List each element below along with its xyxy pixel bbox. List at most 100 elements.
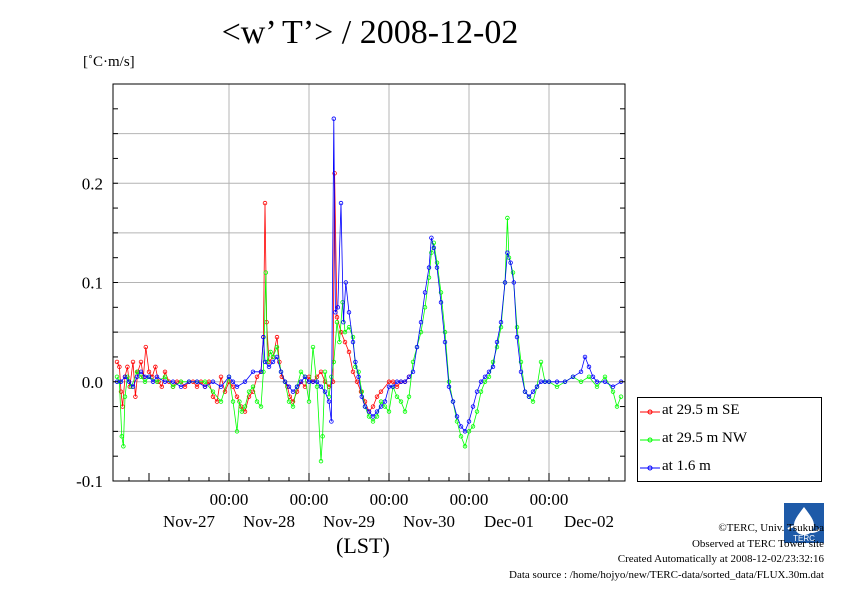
data-point <box>454 414 460 419</box>
data-point <box>350 334 356 340</box>
data-point <box>414 344 420 350</box>
data-point <box>270 359 276 365</box>
data-point <box>142 379 148 384</box>
data-point <box>359 394 364 399</box>
y-tick-label: -0.1 <box>76 472 103 491</box>
data-point <box>250 369 256 375</box>
data-point <box>218 384 224 389</box>
source-text: Data source : /home/hojyo/new/TERC-data/… <box>509 568 824 581</box>
data-point <box>505 215 510 221</box>
data-point <box>470 404 476 409</box>
data-point <box>114 359 120 365</box>
data-point <box>290 389 296 394</box>
data-point <box>406 374 412 379</box>
data-point <box>374 394 380 399</box>
data-point <box>118 389 124 394</box>
legend-swatch-1-6m <box>640 465 660 471</box>
data-point <box>121 444 126 449</box>
data-point <box>117 364 122 370</box>
data-point <box>538 359 544 365</box>
data-point <box>226 374 232 379</box>
data-point <box>210 394 216 399</box>
data-point <box>306 399 312 404</box>
data-point <box>522 389 528 394</box>
data-point <box>282 379 288 384</box>
data-point <box>125 374 130 379</box>
data-point <box>546 379 552 384</box>
data-point <box>602 374 608 379</box>
data-point <box>458 424 464 429</box>
data-point <box>494 344 500 350</box>
data-point <box>359 389 364 394</box>
x-date-label: Nov-29 <box>323 512 375 531</box>
data-point <box>334 315 340 320</box>
data-point <box>242 404 248 409</box>
data-point <box>578 369 584 375</box>
x-tick-time-label: 00:00 <box>290 490 329 509</box>
data-point <box>342 329 348 335</box>
data-point <box>346 349 352 355</box>
data-point <box>505 250 510 255</box>
data-point <box>386 409 392 414</box>
data-point <box>218 374 224 379</box>
data-point <box>242 379 248 384</box>
data-point <box>610 389 616 394</box>
x-date-label: Nov-27 <box>163 512 215 531</box>
data-point <box>239 409 244 414</box>
data-point <box>126 379 132 384</box>
data-point <box>382 404 388 409</box>
data-point <box>242 409 248 414</box>
data-point <box>482 374 488 379</box>
series-group <box>114 116 624 464</box>
data-point <box>614 404 620 409</box>
y-tick-label: 0.1 <box>82 274 103 293</box>
data-point <box>518 369 524 375</box>
data-point <box>202 379 208 384</box>
data-point <box>462 429 468 434</box>
data-point <box>378 404 384 409</box>
data-point <box>422 290 428 295</box>
data-point <box>511 280 516 285</box>
data-point <box>335 305 340 310</box>
data-point <box>210 389 216 394</box>
data-point <box>590 374 596 379</box>
data-point <box>374 414 380 419</box>
data-point <box>390 384 396 389</box>
data-point <box>478 379 484 384</box>
data-point <box>341 320 346 325</box>
data-point <box>438 290 444 295</box>
data-point <box>329 419 334 424</box>
data-point <box>322 369 328 375</box>
data-point <box>186 379 192 384</box>
data-point <box>442 329 448 335</box>
data-point <box>602 379 608 384</box>
data-point <box>326 399 332 404</box>
terc-logo: TERC <box>784 503 824 543</box>
data-point <box>378 389 384 394</box>
data-point <box>446 384 452 389</box>
data-point <box>538 379 544 384</box>
data-point <box>130 384 136 389</box>
data-point <box>302 374 308 379</box>
series-line <box>116 217 622 462</box>
x-date-label: Dec-01 <box>484 512 534 531</box>
data-point <box>370 419 376 424</box>
data-point <box>490 364 496 370</box>
observed-text: Observed at TERC Tower site <box>691 537 824 550</box>
data-point <box>366 409 372 414</box>
legend-label-nw: at 29.5 m NW <box>662 430 747 446</box>
data-point <box>318 458 324 464</box>
data-point <box>498 324 504 330</box>
data-point <box>486 374 492 379</box>
data-point <box>418 320 424 325</box>
series-at-29-5-m-nw <box>114 215 624 464</box>
y-unit-label: [˚C·m/s] <box>83 54 135 70</box>
x-date-label: Dec-02 <box>564 512 614 531</box>
data-point <box>266 364 272 370</box>
data-point <box>290 404 296 409</box>
data-point <box>274 344 280 350</box>
data-point <box>230 379 236 384</box>
data-point <box>526 394 532 399</box>
data-point <box>562 379 568 384</box>
data-point <box>353 364 358 370</box>
